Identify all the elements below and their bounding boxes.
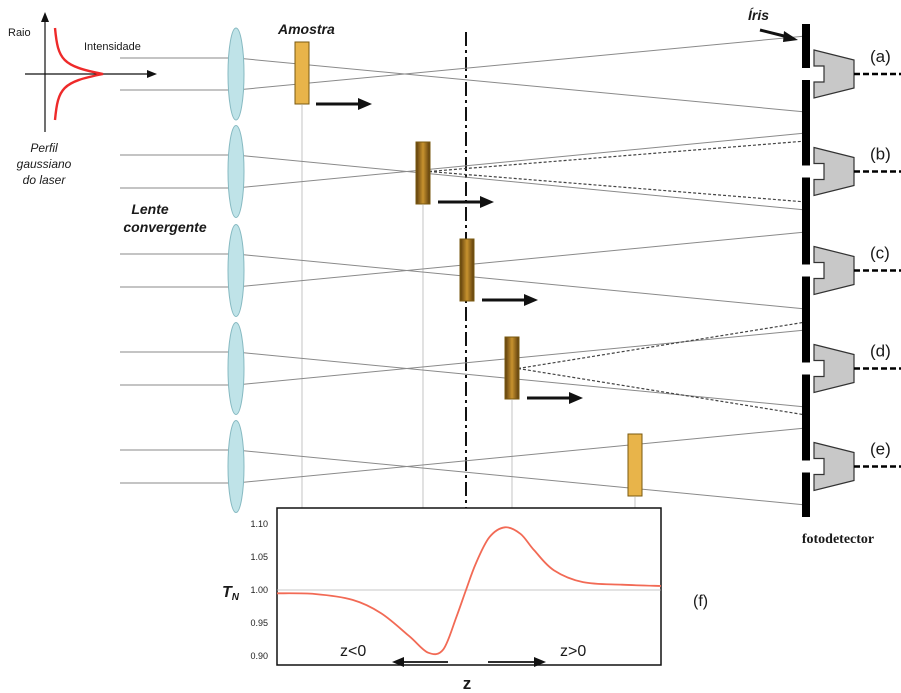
perfil-label-3: do laser: [23, 173, 67, 187]
converging-lens: [227, 125, 245, 218]
beam-ray-bottom: [235, 329, 807, 386]
sample-slab: [459, 238, 475, 302]
iris-lower: [802, 472, 810, 517]
sample-motion-arrow-icon: [482, 294, 538, 306]
photodetector-icon: [813, 245, 855, 296]
gaussian-profile-inset: Raio Intensidade Perfil gaussiano do las…: [8, 12, 157, 187]
iris-label: Íris: [748, 7, 769, 23]
beam-row-d: (d): [120, 318, 901, 419]
tn-curve: [276, 526, 662, 656]
y-tick-labels: 0.90 0.95 1.00 1.05 1.10: [250, 519, 268, 661]
iris-lower: [802, 276, 810, 321]
converging-lens: [227, 420, 245, 513]
modified-beam-top: [428, 140, 807, 173]
iris-upper: [802, 220, 810, 265]
z-neg-label: z<0: [340, 643, 366, 660]
z-pos-arrow-icon: [488, 657, 546, 667]
photodetector-icon: [813, 343, 855, 394]
iris-upper: [802, 416, 810, 461]
y-tick-label: 1.05: [250, 552, 268, 562]
iris-lower: [802, 177, 810, 222]
z-neg-arrow-icon: [392, 657, 448, 667]
fotodetector-label: fotodetector: [802, 532, 874, 547]
modified-beam-bottom: [428, 170, 807, 203]
z-axis-label: z: [463, 674, 472, 693]
iris-lower: [802, 374, 810, 419]
intensity-axis-arrow-icon: [147, 70, 157, 78]
iris-lower: [802, 80, 810, 124]
sample-slab: [627, 433, 643, 497]
iris-upper: [802, 121, 810, 166]
iris-upper: [802, 24, 810, 68]
y-tick-label: 1.10: [250, 519, 268, 529]
row-label: (c): [870, 244, 890, 263]
amostra-label: Amostra: [277, 21, 335, 37]
lente-label-1: Lente: [131, 201, 169, 217]
perfil-label-1: Perfil: [30, 141, 58, 155]
converging-lens: [227, 224, 245, 317]
beam-ray-bottom: [235, 427, 807, 484]
z-pos-label: z>0: [560, 643, 586, 660]
plot-frame: [276, 507, 662, 666]
photodetector-icon: [813, 441, 855, 492]
photodetector-icon: [813, 146, 855, 197]
beam-ray-top: [235, 351, 807, 408]
y-tick-label: 1.00: [250, 585, 268, 595]
sample-slab: [415, 141, 431, 205]
modified-beam-bottom: [517, 367, 807, 416]
modified-beam-top: [517, 321, 807, 370]
sample-slab: [294, 41, 310, 105]
lente-label-2: convergente: [123, 219, 206, 235]
perfil-label-2: gaussiano: [17, 157, 72, 171]
converging-lens: [227, 27, 245, 121]
row-label: (d): [870, 342, 891, 361]
sample-slab: [504, 336, 520, 400]
row-label: (b): [870, 145, 891, 164]
beam-row-e: (e): [120, 416, 901, 517]
sample-motion-arrow-icon: [527, 392, 583, 404]
sample-motion-arrow-icon: [316, 98, 372, 110]
gaussian-curve: [53, 27, 104, 121]
transmittance-plot: 0.90 0.95 1.00 1.05 1.10 TN z<0 z>0 z (f): [222, 507, 708, 693]
beam-row-b: (b): [120, 121, 901, 222]
sample-motion-arrow-icon: [438, 196, 494, 208]
row-label: (e): [870, 440, 891, 459]
beam-ray-top: [235, 253, 807, 310]
y-tick-label: 0.95: [250, 618, 268, 628]
radius-axis-arrow-icon: [41, 12, 49, 22]
beam-row-a: (a): [120, 24, 901, 124]
tn-label: TN: [222, 584, 240, 603]
beam-ray-top: [235, 57, 807, 113]
intensidade-label: Intensidade: [84, 41, 141, 53]
iris-arrow-icon: [759, 28, 798, 42]
beam-row-c: (c): [120, 220, 901, 321]
beam-rows: (a) (b) (c) (d) (e): [120, 24, 901, 517]
beam-ray-bottom: [235, 35, 807, 91]
iris-upper: [802, 318, 810, 363]
beam-ray-top: [235, 154, 807, 211]
y-tick-label: 0.90: [250, 651, 268, 661]
beam-ray-bottom: [235, 132, 807, 189]
row-label: (a): [870, 47, 891, 66]
beam-ray-top: [235, 449, 807, 506]
converging-lens: [227, 322, 245, 415]
photodetector-icon: [813, 49, 855, 99]
plot-f-label: (f): [693, 593, 708, 610]
raio-label: Raio: [8, 27, 31, 39]
beam-ray-bottom: [235, 231, 807, 288]
